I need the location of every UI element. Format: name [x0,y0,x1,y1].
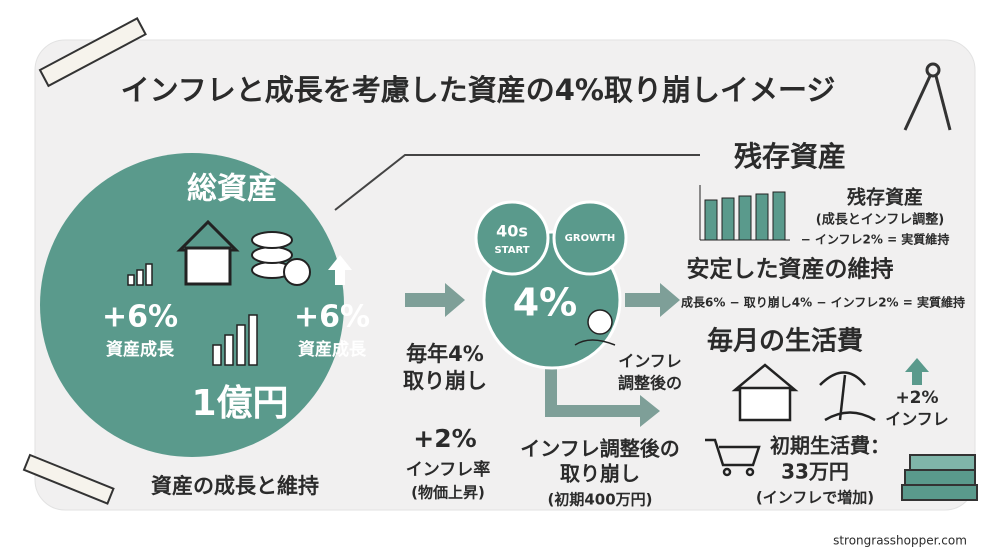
withdrawal: 毎年4% [406,342,484,366]
growth-label: GROWTH [565,233,616,244]
start-circle [474,200,550,276]
coins-icon [251,231,311,286]
withdrawal: 取り崩し [403,369,487,393]
living-inflation: インフレ [885,410,949,429]
arrow [625,283,680,317]
title: インフレと成長を考慮した資産の4%取り崩しイメージ [121,73,836,107]
arrow [545,365,660,427]
adjusted-withdrawal: インフレ調整後の [520,437,679,461]
living-costs-heading: 毎月の生活費 [707,327,863,357]
inflation-rate: +2% [413,424,476,453]
chart-icon [127,263,258,366]
inflation-rate: インフレ率 [406,459,491,480]
start-label: 40s [496,222,528,241]
growth-value: +6% [294,300,370,335]
remaining-note: (成長とインフレ調整) [816,212,945,228]
connector [334,154,700,211]
living-inflation: +2% [895,388,938,408]
remaining-note: − インフレ2% = 実質維持 [801,232,950,247]
arrow-up-icon [905,358,929,385]
amount: 1億円 [191,383,288,424]
books-icon [901,454,978,501]
bars-icon [699,185,790,241]
house-palm-icon [731,363,876,422]
footer: strongrasshopper.com [833,534,967,548]
ruler-bottom [22,453,115,505]
arrow [405,283,465,317]
adjusted-note: 調整後の [618,374,682,393]
adjusted-note: インフレ [618,352,682,371]
growth-circle [552,200,628,276]
initial-cost: 33万円 [781,460,849,484]
growth-label: 資産成長 [106,339,175,360]
cart-icon [705,438,761,477]
adjusted-withdrawal: (初期400万円) [547,491,652,509]
remaining-note: 残存資産 [847,186,923,209]
growth-label: 資産成長 [298,339,367,360]
compass-icon [903,62,952,131]
initial-cost: (インフレで増加) [756,489,874,507]
ruler-top [38,17,147,88]
rate: 4% [513,281,578,325]
arrow-up-icon [328,255,352,285]
remaining-heading: 残存資産 [734,140,846,173]
house-icon [176,219,240,286]
inflation-rate: (物価上昇) [411,484,485,502]
caption: 資産の成長と維持 [151,474,319,498]
initial-cost: 初期生活費： [770,434,890,458]
adjusted-withdrawal: 取り崩し [560,462,640,486]
stable-heading: 安定した資産の維持 [687,256,894,283]
start-label: START [494,245,529,256]
formula: 成長6% − 取り崩し4% − インフレ2% = 実質維持 [681,295,965,310]
total-assets-heading: 総資産 [187,172,277,207]
money-bag-icon [574,309,616,346]
growth-value: +6% [102,300,178,335]
total-assets-circle [40,153,344,457]
